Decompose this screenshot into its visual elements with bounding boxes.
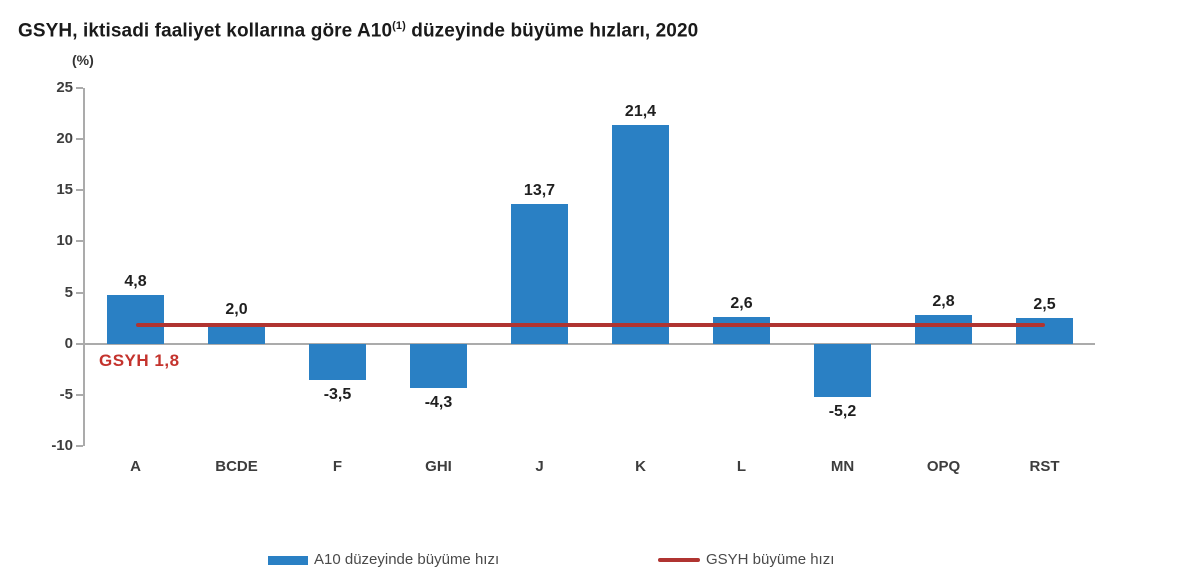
y-tick-label: 25 (56, 79, 73, 96)
x-category-label: RST (1029, 458, 1060, 475)
y-tick-label: -10 (51, 437, 73, 454)
bar-K (612, 124, 669, 344)
y-tick-mark (76, 342, 83, 345)
bar-GHI (410, 343, 467, 388)
y-tick-mark (76, 240, 83, 243)
x-category-label: A (130, 458, 141, 475)
bar-BCDE (208, 323, 265, 344)
y-tick-mark (76, 87, 83, 89)
bar-value-label: 21,4 (624, 102, 657, 120)
y-tick-label: 20 (56, 130, 73, 148)
chart-title-superscript: (1) (392, 20, 406, 32)
chart-title-suffix: düzeyinde büyüme hızları, 2020 (405, 20, 699, 42)
x-category-label: BCDE (215, 458, 258, 475)
bar-OPQ (915, 315, 972, 344)
bar-value-label: 2,5 (1033, 296, 1056, 314)
legend-item-bars: A10 düzeyinde büyüme hızı (268, 551, 499, 569)
bar-value-label: -4,3 (424, 393, 453, 411)
legend-label-bars: A10 düzeyinde büyüme hızı (314, 551, 500, 568)
x-category-label: GHI (425, 458, 452, 475)
x-axis-zero-line (85, 342, 1095, 345)
chart-title-text: GSYH, iktisadi faaliyet kollarına göre A… (18, 20, 393, 42)
bar-RST (1016, 318, 1073, 344)
legend-label-line: GSYH büyüme hızı (706, 551, 835, 568)
y-tick-label: 0 (64, 334, 73, 352)
gsyh-annotation: GSYH 1,8 (99, 351, 180, 370)
gsyh-reference-line (135, 323, 1045, 328)
x-category-label: F (332, 458, 343, 475)
x-category-label: OPQ (926, 458, 961, 475)
line-series-swatch (658, 558, 700, 562)
chart-title: GSYH, iktisadi faaliyet kollarına göre A… (18, 20, 698, 42)
y-tick-mark (76, 189, 83, 192)
bar-MN (814, 343, 871, 397)
bar-value-label: 4,8 (124, 272, 147, 290)
x-category-label: K (635, 458, 646, 475)
x-category-label: J (535, 458, 544, 475)
y-axis-unit-label: (%) (72, 52, 94, 68)
y-tick-mark (76, 138, 83, 141)
bar-value-label: 13,7 (523, 181, 556, 199)
bar-value-label: 2,0 (225, 301, 248, 319)
y-tick-label: -5 (59, 385, 73, 403)
y-tick-label: 15 (56, 181, 73, 199)
y-tick-label: 10 (56, 232, 73, 250)
bar-F (309, 343, 366, 380)
y-tick-label: 5 (64, 283, 73, 301)
bar-value-label: -3,5 (323, 385, 352, 403)
y-tick-mark (76, 445, 83, 447)
bar-L (713, 317, 770, 344)
x-category-label: MN (830, 458, 855, 475)
y-tick-mark (76, 393, 83, 396)
bar-series-swatch (268, 555, 308, 565)
bar-value-label: 2,6 (730, 295, 753, 313)
bar-value-label: 2,8 (932, 293, 955, 311)
bar-J (511, 203, 568, 344)
legend-item-line: GSYH büyüme hızı (658, 551, 834, 569)
y-axis-line (83, 88, 85, 446)
y-tick-mark (76, 291, 83, 294)
bar-A (107, 294, 164, 344)
x-category-label: L (736, 458, 747, 475)
bar-value-label: -5,2 (828, 402, 857, 420)
